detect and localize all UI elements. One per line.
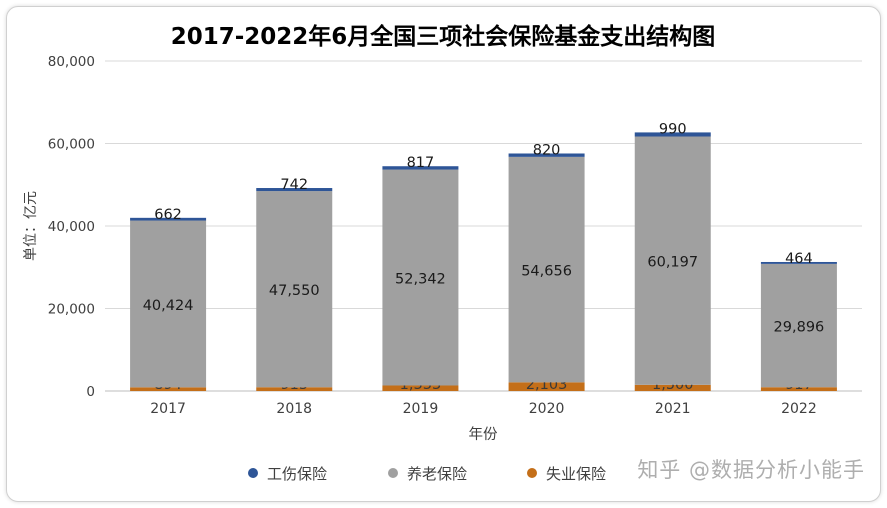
- y-tick-label: 40,000: [48, 219, 95, 235]
- y-tick-label: 80,000: [48, 54, 95, 70]
- data-label: 464: [785, 251, 813, 267]
- bar-injury-2018: [256, 188, 333, 192]
- bar-unemployment-2020: [508, 382, 585, 391]
- y-tick-label: 60,000: [48, 137, 95, 153]
- legend-label: 工伤保险: [267, 465, 327, 483]
- bar-unemployment-2017: [130, 387, 207, 391]
- bar-injury-2022: [760, 261, 837, 264]
- x-tick-label: 2020: [529, 401, 565, 417]
- legend-marker: [527, 468, 537, 478]
- bar-pension-2019: [382, 169, 459, 386]
- bar-injury-2017: [130, 217, 207, 221]
- x-axis-label: 年份: [469, 426, 498, 443]
- x-tick-label: 2021: [655, 401, 691, 417]
- y-tick-label: 0: [86, 384, 95, 400]
- x-tick-label: 2019: [403, 401, 439, 417]
- bar-injury-2020: [508, 153, 585, 157]
- bar-pension-2017: [130, 220, 207, 388]
- y-axis-label: 单位：亿元: [23, 191, 39, 261]
- bar-unemployment-2021: [634, 384, 711, 391]
- data-label: 817: [407, 155, 435, 171]
- bar-unemployment-2018: [256, 387, 333, 391]
- watermark: 知乎 @数据分析小能手: [637, 458, 865, 482]
- bar-injury-2019: [382, 166, 459, 170]
- x-tick-label: 2018: [276, 401, 312, 417]
- bar-unemployment-2022: [760, 387, 837, 391]
- y-tick-label: 20,000: [48, 302, 95, 318]
- chart-title: 2017-2022年6月全国三项社会保险基金支出结构图: [171, 23, 716, 50]
- bar-pension-2020: [508, 156, 585, 383]
- x-tick-label: 2017: [150, 401, 186, 417]
- legend-label: 养老保险: [407, 465, 467, 483]
- data-label: 40,424: [143, 298, 194, 314]
- data-label: 662: [154, 207, 182, 223]
- data-label: 54,656: [521, 264, 572, 280]
- data-label: 29,896: [774, 320, 825, 336]
- legend-marker: [388, 468, 398, 478]
- data-label: 47,550: [269, 283, 320, 299]
- bar-pension-2021: [634, 136, 711, 385]
- bar-unemployment-2019: [382, 385, 459, 391]
- data-label: 990: [659, 121, 687, 137]
- bar-pension-2022: [760, 263, 837, 388]
- legend-label: 失业保险: [546, 465, 606, 483]
- data-label: 60,197: [647, 255, 698, 271]
- data-label: 820: [533, 142, 561, 158]
- x-tick-label: 2022: [781, 401, 817, 417]
- data-label: 52,342: [395, 272, 446, 288]
- data-label: 742: [280, 177, 308, 193]
- legend-marker: [248, 468, 258, 478]
- bar-injury-2021: [634, 132, 711, 137]
- bar-pension-2018: [256, 191, 333, 388]
